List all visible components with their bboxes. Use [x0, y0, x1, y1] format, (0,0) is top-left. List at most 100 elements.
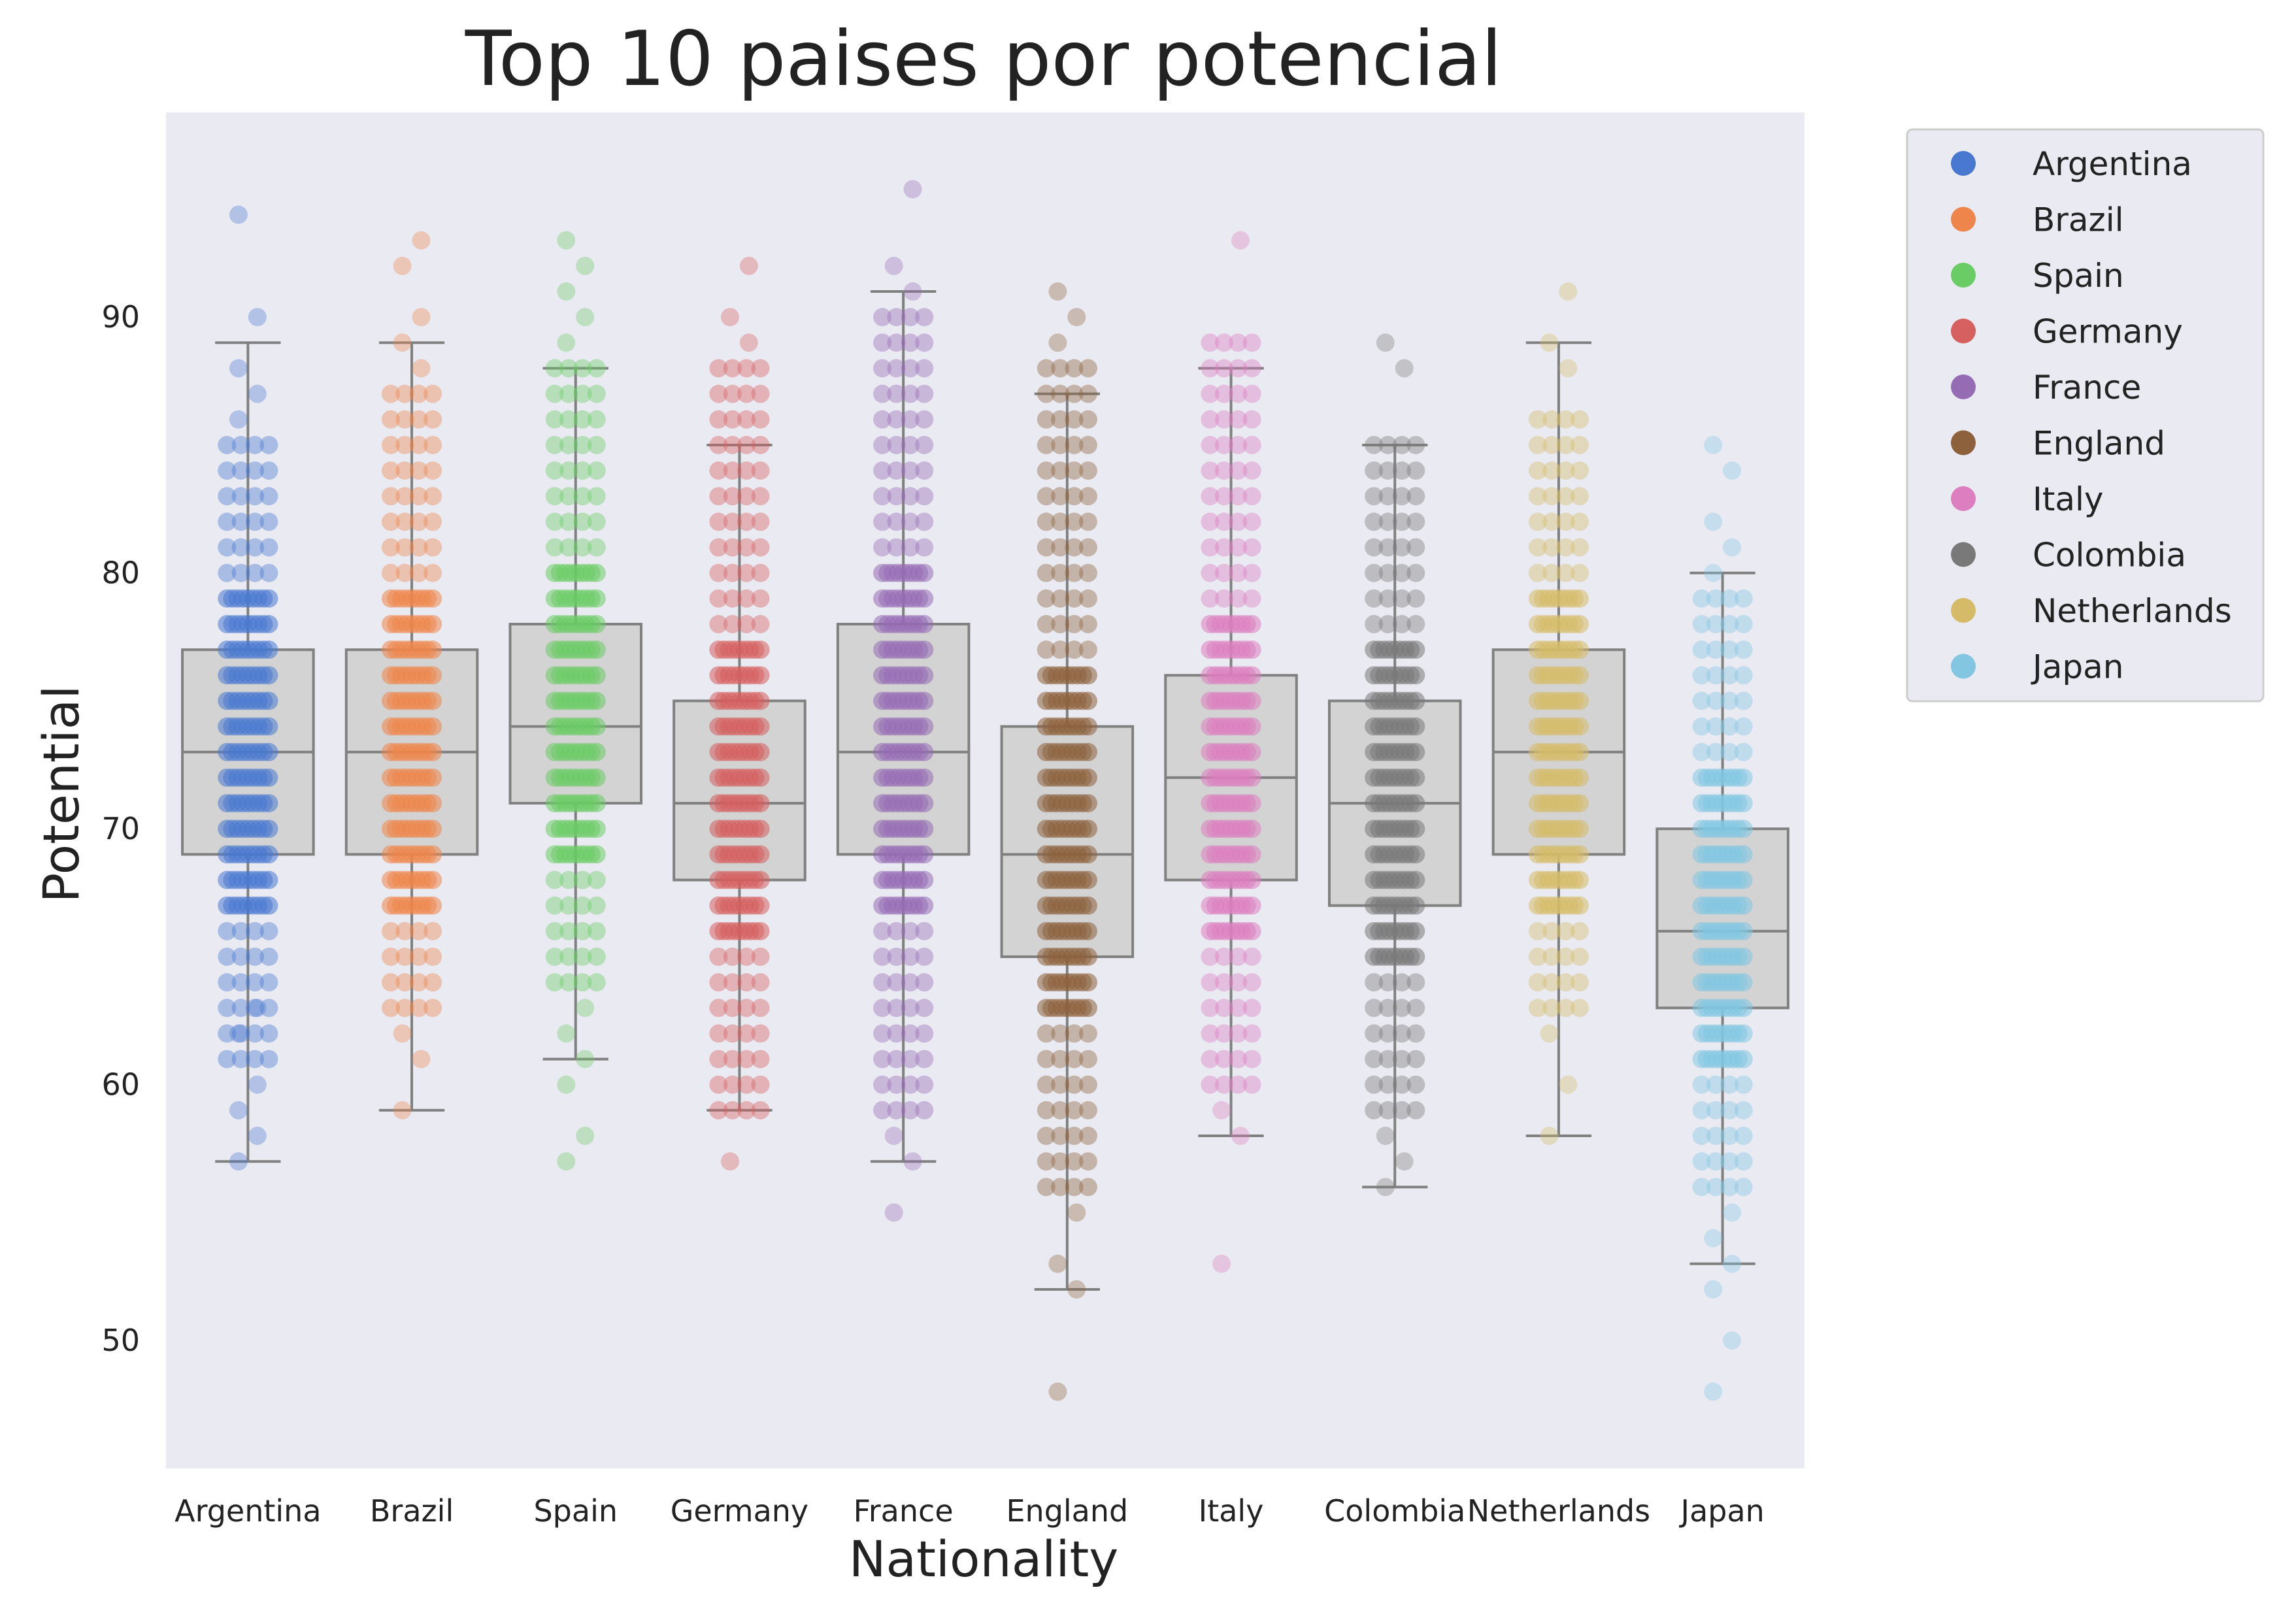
data-point — [1214, 589, 1233, 608]
data-point — [723, 1050, 742, 1069]
data-point — [1051, 1075, 1070, 1094]
data-point — [751, 794, 770, 813]
data-point — [246, 487, 265, 506]
data-point — [1037, 435, 1056, 454]
data-point — [587, 973, 606, 992]
data-point — [873, 410, 892, 429]
data-point — [1201, 1024, 1220, 1043]
data-point — [709, 1024, 728, 1043]
data-point — [1078, 1152, 1097, 1171]
data-point — [1542, 512, 1561, 531]
data-point — [1542, 921, 1561, 940]
data-point — [1201, 999, 1220, 1018]
data-point — [381, 973, 400, 992]
data-point — [1571, 947, 1589, 966]
data-point — [1065, 563, 1084, 582]
data-point — [1406, 1024, 1425, 1043]
data-point — [751, 666, 770, 685]
data-point — [1378, 615, 1397, 634]
data-point — [545, 538, 564, 557]
data-point — [259, 717, 278, 736]
data-point — [259, 896, 278, 915]
data-point — [915, 461, 934, 480]
legend-marker — [1951, 542, 1976, 567]
data-point — [915, 870, 934, 889]
data-point — [229, 410, 248, 429]
data-point — [559, 896, 578, 915]
data-point — [709, 1050, 728, 1069]
data-point — [751, 512, 770, 531]
data-point — [1065, 461, 1084, 480]
data-point — [424, 870, 442, 889]
data-point — [1037, 384, 1056, 403]
data-point — [915, 717, 934, 736]
data-point — [231, 921, 250, 940]
data-point — [1406, 794, 1425, 813]
data-point — [424, 384, 442, 403]
data-point — [1037, 1152, 1056, 1171]
data-point — [409, 461, 428, 480]
data-point — [915, 359, 934, 378]
legend-marker — [1951, 374, 1976, 399]
data-point — [424, 845, 442, 864]
data-point — [1378, 1101, 1397, 1119]
data-point — [1229, 1024, 1248, 1043]
data-point — [395, 384, 414, 403]
data-point — [1406, 947, 1425, 966]
data-point — [1528, 563, 1547, 582]
data-point — [884, 1127, 903, 1146]
data-point — [1229, 1075, 1248, 1094]
data-point — [409, 487, 428, 506]
data-point — [1078, 896, 1097, 915]
data-point — [1734, 615, 1753, 634]
data-point — [1242, 921, 1261, 940]
legend-item: Spain — [1951, 257, 2124, 295]
data-point — [1392, 435, 1411, 454]
data-point — [1242, 384, 1261, 403]
data-point — [259, 973, 278, 992]
data-point — [1734, 896, 1753, 915]
data-point — [424, 921, 442, 940]
data-point — [1571, 435, 1589, 454]
data-point — [915, 845, 934, 864]
data-point — [751, 820, 770, 838]
data-point — [1406, 615, 1425, 634]
data-point — [723, 973, 742, 992]
data-point — [1734, 1152, 1753, 1171]
data-point — [739, 256, 758, 275]
data-point — [737, 487, 756, 506]
data-point — [873, 359, 892, 378]
data-point — [1395, 1152, 1414, 1171]
data-point — [1037, 1024, 1056, 1043]
data-point — [559, 921, 578, 940]
data-point — [1078, 589, 1097, 608]
legend-item: Colombia — [1951, 537, 2186, 574]
data-point — [259, 435, 278, 454]
data-point — [1365, 538, 1384, 557]
data-point — [259, 487, 278, 506]
data-point — [1078, 384, 1097, 403]
data-point — [873, 1050, 892, 1069]
data-point — [901, 1050, 920, 1069]
data-point — [573, 359, 592, 378]
data-point — [873, 487, 892, 506]
data-point — [381, 410, 400, 429]
data-point — [1051, 384, 1070, 403]
data-point — [424, 487, 442, 506]
data-point — [751, 1101, 770, 1119]
data-point — [737, 461, 756, 480]
data-point — [737, 512, 756, 531]
data-point — [1051, 512, 1070, 531]
data-point — [1734, 999, 1753, 1018]
data-point — [395, 435, 414, 454]
data-point — [381, 921, 400, 940]
data-point — [393, 333, 412, 352]
data-point — [1734, 820, 1753, 838]
data-point — [737, 538, 756, 557]
legend-marker — [1951, 318, 1976, 344]
data-point — [1365, 1024, 1384, 1043]
data-point — [721, 308, 740, 327]
data-point — [573, 512, 592, 531]
data-point — [737, 615, 756, 634]
data-point — [873, 435, 892, 454]
